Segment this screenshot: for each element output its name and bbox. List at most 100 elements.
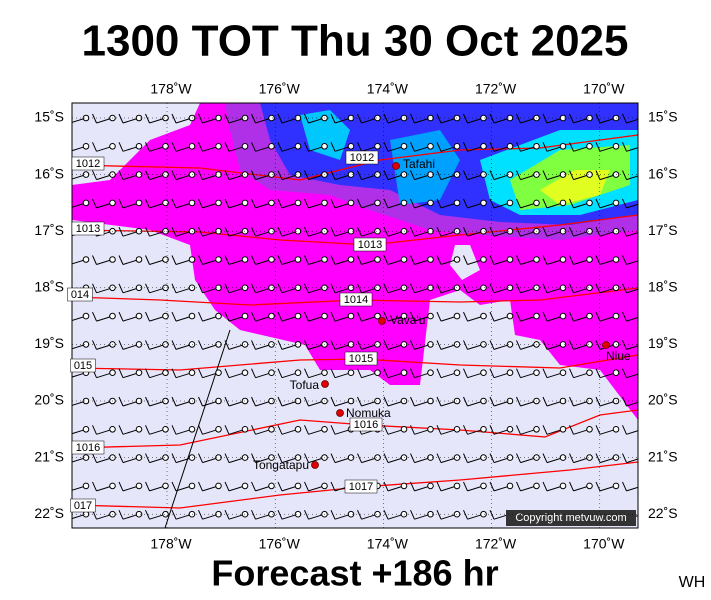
barb-flag bbox=[224, 453, 230, 463]
barb-station bbox=[480, 454, 487, 461]
barb-station bbox=[453, 143, 461, 150]
barb-flag bbox=[436, 170, 442, 180]
barb-station bbox=[188, 482, 196, 490]
barb-staff bbox=[626, 260, 638, 265]
barb-flag bbox=[516, 283, 521, 294]
barb-flag bbox=[463, 255, 468, 265]
barb-flag bbox=[145, 226, 150, 237]
barb-flag bbox=[516, 425, 521, 435]
barb-station bbox=[162, 369, 169, 377]
barb-flag bbox=[436, 142, 442, 152]
isobar-label: 1015 bbox=[349, 353, 373, 365]
barb-flag bbox=[251, 226, 256, 237]
barb-flag bbox=[277, 311, 283, 322]
lat-label-left: 16˚S bbox=[34, 165, 64, 181]
lon-label-top: 176˚W bbox=[259, 81, 301, 97]
barb-station bbox=[135, 369, 143, 377]
barb-flag bbox=[277, 170, 283, 180]
barb-staff bbox=[626, 486, 638, 492]
barb-station bbox=[506, 143, 514, 150]
barb-station bbox=[162, 454, 169, 461]
isobar-edge-label: 1013 bbox=[76, 223, 100, 235]
barb-flag bbox=[118, 142, 124, 152]
barb-flag bbox=[145, 340, 150, 350]
barb-station bbox=[268, 284, 275, 292]
lat-label-right: 15˚S bbox=[648, 109, 678, 125]
barb-flag bbox=[171, 255, 177, 265]
barb-station bbox=[506, 482, 514, 490]
isobar-edge-label: 017 bbox=[74, 500, 92, 512]
barb-station bbox=[506, 199, 514, 207]
barb-station bbox=[586, 227, 593, 235]
barb-station bbox=[559, 199, 567, 207]
barb-station bbox=[640, 144, 646, 150]
barb-station bbox=[640, 200, 646, 206]
barb-flag bbox=[171, 453, 177, 463]
barb-flag bbox=[569, 396, 574, 407]
barb-flag bbox=[330, 311, 336, 322]
barb-flag bbox=[410, 396, 415, 407]
barb-station bbox=[241, 199, 249, 207]
barb-flag bbox=[357, 453, 362, 463]
barb-flag bbox=[436, 198, 442, 209]
barb-flag bbox=[92, 396, 97, 407]
isobar-edge-label-bg bbox=[71, 156, 105, 171]
barb-station bbox=[453, 256, 461, 263]
lat-label-left: 15˚S bbox=[34, 109, 64, 125]
barb-flag bbox=[145, 283, 150, 294]
barb-station bbox=[374, 454, 381, 461]
barb-flag bbox=[251, 198, 256, 209]
lat-label-right: 18˚S bbox=[648, 279, 678, 295]
barb-station bbox=[268, 171, 275, 178]
barb-station bbox=[135, 143, 143, 150]
barb-flag bbox=[251, 340, 256, 350]
barb-station bbox=[559, 482, 567, 490]
barb-flag bbox=[224, 368, 230, 378]
barb-flag bbox=[66, 312, 70, 321]
barb-flag bbox=[569, 283, 574, 294]
isobar-label-bg bbox=[345, 150, 379, 165]
barb-flag bbox=[436, 340, 442, 350]
barb-station bbox=[400, 426, 408, 433]
place-name: Vava'u bbox=[390, 313, 425, 327]
isobar-edge-label-bg bbox=[67, 287, 93, 302]
lat-label-left: 20˚S bbox=[34, 392, 64, 408]
barb-flag bbox=[489, 340, 495, 350]
barb-staff bbox=[626, 118, 638, 124]
barb-station bbox=[268, 199, 275, 207]
barb-flag bbox=[198, 283, 203, 294]
lat-label-left: 21˚S bbox=[34, 448, 64, 464]
barb-flag bbox=[224, 113, 230, 124]
barb-flag bbox=[516, 142, 521, 152]
barb-station bbox=[109, 369, 116, 377]
barb-station bbox=[453, 199, 461, 207]
barb-flag bbox=[383, 481, 389, 492]
barb-flag bbox=[463, 340, 468, 350]
barb-flag bbox=[489, 198, 495, 209]
barb-flag bbox=[198, 226, 203, 237]
barb-flag bbox=[436, 453, 442, 463]
barb-flag bbox=[463, 142, 468, 152]
barb-flag bbox=[410, 311, 415, 322]
place-name: Tofua bbox=[290, 378, 320, 392]
barb-station bbox=[215, 397, 222, 405]
barb-station bbox=[347, 312, 355, 320]
barb-station bbox=[586, 426, 593, 433]
barb-flag bbox=[622, 283, 627, 294]
barb-flag bbox=[277, 340, 283, 350]
lon-label-bottom: 178˚W bbox=[150, 536, 192, 552]
barb-station bbox=[162, 284, 169, 292]
barb-station bbox=[268, 143, 275, 150]
barb-station bbox=[215, 426, 222, 433]
barb-flag bbox=[304, 311, 309, 322]
barb-station bbox=[347, 369, 355, 377]
barb-flag bbox=[357, 283, 362, 294]
barb-flag bbox=[330, 340, 336, 350]
barb-flag bbox=[410, 340, 415, 350]
barb-station bbox=[241, 143, 249, 150]
barb-flag bbox=[171, 509, 177, 520]
barb-flag bbox=[224, 396, 230, 407]
barb-flag bbox=[198, 396, 203, 407]
place-dot bbox=[392, 162, 400, 170]
